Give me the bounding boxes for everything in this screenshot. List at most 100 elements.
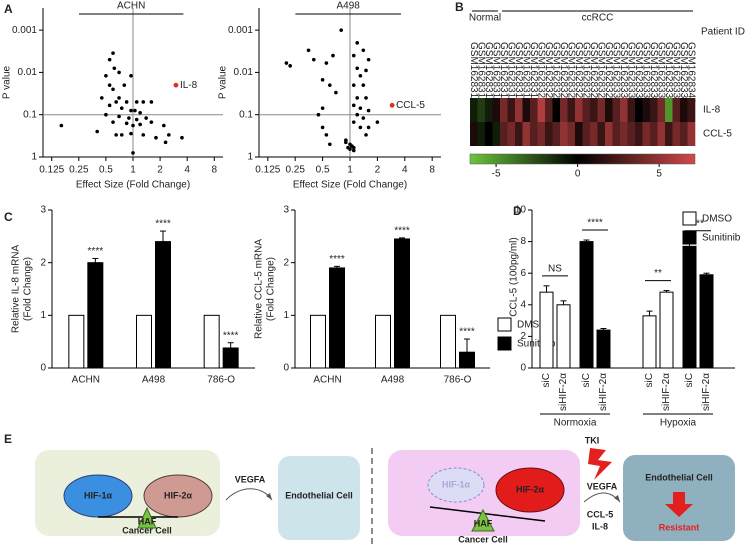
panel-letter: D [513, 204, 522, 218]
group-label: Normal [469, 13, 501, 24]
x-tick-label: siC [684, 373, 695, 387]
label: VEGFA [235, 474, 266, 484]
point [351, 103, 356, 108]
x-tick-label: ACHN [72, 375, 100, 386]
label: HIF-2α [516, 484, 545, 494]
point [134, 117, 139, 122]
point [364, 96, 368, 100]
diagram: HIF-1α HIF-2α HAF Cancer Cell VEGFA Endo… [35, 435, 735, 546]
point [124, 100, 129, 104]
point [107, 103, 112, 108]
point [104, 73, 108, 78]
cell [612, 98, 621, 122]
cell [687, 98, 696, 122]
y-tick-label: 3 [40, 205, 46, 216]
significance: *** [692, 218, 704, 229]
cell [687, 122, 696, 146]
point [351, 120, 356, 124]
significance: **** [587, 218, 603, 229]
significance: **** [223, 330, 239, 341]
point [99, 96, 104, 100]
significance: **** [329, 254, 345, 265]
label: HIF-1α [84, 490, 113, 500]
x-tick-label: siHIF-2α [701, 373, 712, 411]
column-label: GSM1628324 [566, 42, 577, 104]
point [167, 133, 171, 137]
y-tick-label: 10 [515, 205, 527, 216]
y-tick-label: 0 [283, 363, 289, 374]
legend-swatch [497, 317, 512, 332]
significance: **** [394, 226, 410, 237]
cell [575, 98, 583, 122]
point [127, 116, 131, 120]
bar [329, 267, 345, 369]
bar [556, 304, 571, 369]
point [119, 133, 124, 137]
label: HAF [474, 518, 493, 528]
group-label: Normoxia [554, 418, 597, 429]
point [59, 123, 64, 128]
column-label: GSM1628334 [641, 42, 652, 104]
point [141, 133, 146, 137]
x-tick-label: 0.5 [99, 165, 113, 176]
point [358, 106, 363, 110]
y-tick-label: 1 [247, 152, 253, 163]
column-label: GSM1628321 [543, 42, 554, 104]
cell [680, 98, 688, 122]
point [117, 114, 121, 119]
column-label: GSM1628337 [663, 42, 674, 104]
haf-shape [471, 508, 495, 532]
cell [485, 122, 493, 146]
point [361, 83, 366, 87]
point [131, 151, 135, 155]
bar [394, 238, 410, 369]
cell [507, 98, 516, 122]
x-tick-label: 2 [157, 165, 163, 176]
x-tick-label: siC [541, 373, 552, 387]
point [149, 100, 154, 104]
point [328, 142, 332, 147]
cell [635, 98, 643, 122]
column-label: GSM1628340 [686, 42, 697, 104]
point [355, 66, 360, 71]
cell [530, 98, 538, 122]
bar [68, 314, 85, 369]
arrow-head [266, 493, 272, 500]
cell [567, 98, 576, 122]
point-label: IL-8 [180, 80, 198, 91]
point [141, 100, 146, 104]
y-tick-label: 0.01 [18, 67, 38, 78]
point [339, 28, 343, 32]
y-axis-label: P value [2, 65, 13, 99]
balance-beam [429, 506, 546, 522]
point [361, 48, 366, 53]
legend-label: Sunitinib [702, 233, 741, 244]
bar [596, 329, 611, 369]
cell [590, 122, 598, 146]
significance: **** [459, 327, 475, 338]
cell [492, 122, 501, 146]
point [95, 129, 99, 134]
point [144, 116, 148, 120]
cell [627, 122, 636, 146]
cell [575, 122, 583, 146]
cell [657, 122, 666, 146]
bar [310, 314, 326, 369]
cell [545, 98, 553, 122]
point [348, 147, 352, 151]
y-tick-label: 6 [520, 268, 526, 279]
point [334, 90, 338, 95]
x-tick-label: siHIF-2α [598, 373, 609, 411]
point [366, 57, 371, 62]
chart-title: A498 [337, 1, 361, 12]
down-arrow [665, 492, 693, 517]
panel-letter: E [4, 432, 12, 446]
point [284, 61, 289, 65]
point [111, 120, 115, 124]
arrow [583, 492, 621, 503]
y-tick-label: 8 [520, 236, 526, 247]
y-axis-label: Relative IL-8 mRNA [11, 244, 22, 333]
point [364, 133, 368, 137]
bar [642, 315, 657, 369]
point [117, 70, 121, 75]
